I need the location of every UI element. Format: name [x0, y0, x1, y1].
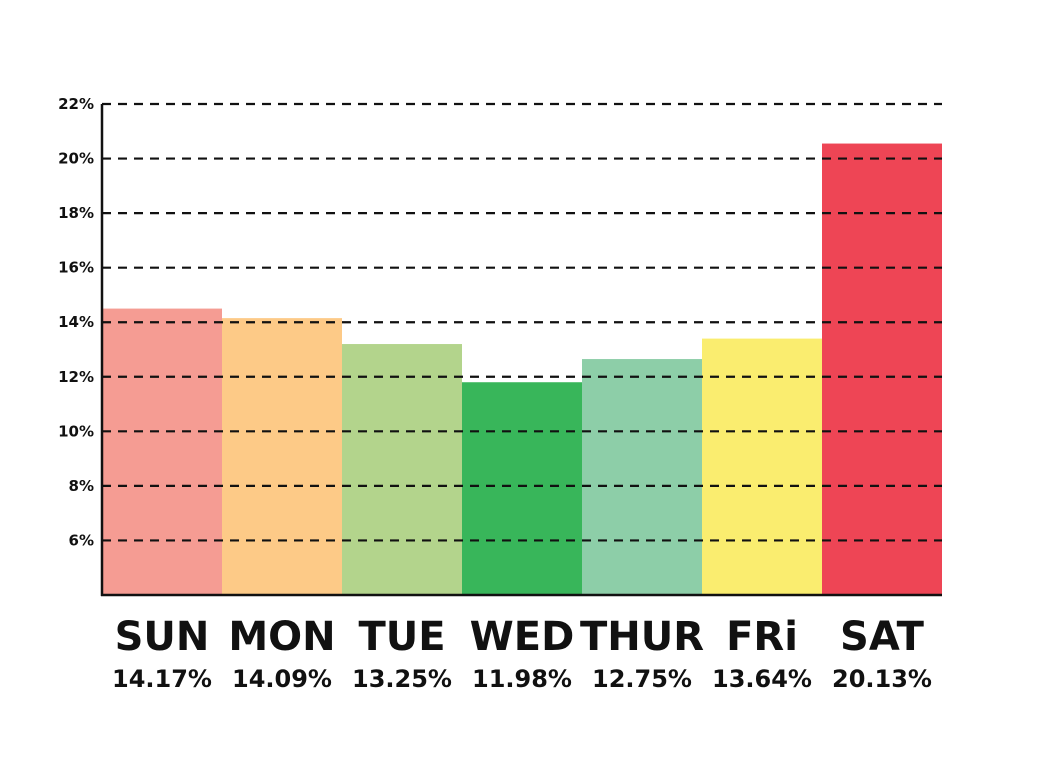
x-tick-label: TUE — [358, 614, 445, 660]
x-tick-label: THUR — [580, 614, 704, 660]
x-labels-group: SUN 14.17% MON 14.09% TUE 13.25% WED 11.98% THUR… — [112, 614, 932, 693]
y-tick-label: 12% — [58, 368, 94, 386]
y-tick-label: 22% — [58, 95, 94, 113]
bar-sun — [102, 308, 222, 595]
bar-wed — [462, 382, 582, 595]
y-tick-label: 14% — [58, 313, 94, 331]
x-tick-label: MON — [228, 614, 335, 660]
bar-mon — [222, 318, 342, 595]
y-tick-label: 16% — [58, 259, 94, 277]
y-tick-label: 6% — [69, 531, 94, 549]
bar-thur — [582, 359, 702, 595]
data-label: 20.13% — [832, 665, 932, 693]
gridlines-group — [102, 102, 942, 542]
bar-tue — [342, 344, 462, 595]
data-label: 14.17% — [112, 665, 212, 693]
data-label: 12.75% — [592, 665, 692, 693]
y-tick-labels-group: 6% 8% 10% 12% 14% 16% 18% 20% 22% — [58, 95, 94, 549]
data-label: 11.98% — [472, 665, 572, 693]
bar-fri — [702, 338, 822, 595]
y-tick-label: 8% — [69, 477, 94, 495]
x-tick-label: SUN — [115, 614, 210, 660]
y-tick-label: 20% — [58, 150, 94, 168]
axes-group — [100, 104, 942, 597]
y-tick-label: 18% — [58, 204, 94, 222]
x-tick-label: FRi — [726, 614, 798, 660]
x-tick-label: WED — [470, 614, 575, 660]
data-label: 13.25% — [352, 665, 452, 693]
data-label: 13.64% — [712, 665, 812, 693]
y-tick-label: 10% — [58, 422, 94, 440]
bar-sat — [822, 143, 942, 595]
x-tick-label: SAT — [840, 614, 925, 660]
data-label: 14.09% — [232, 665, 332, 693]
bars-group — [102, 143, 942, 595]
